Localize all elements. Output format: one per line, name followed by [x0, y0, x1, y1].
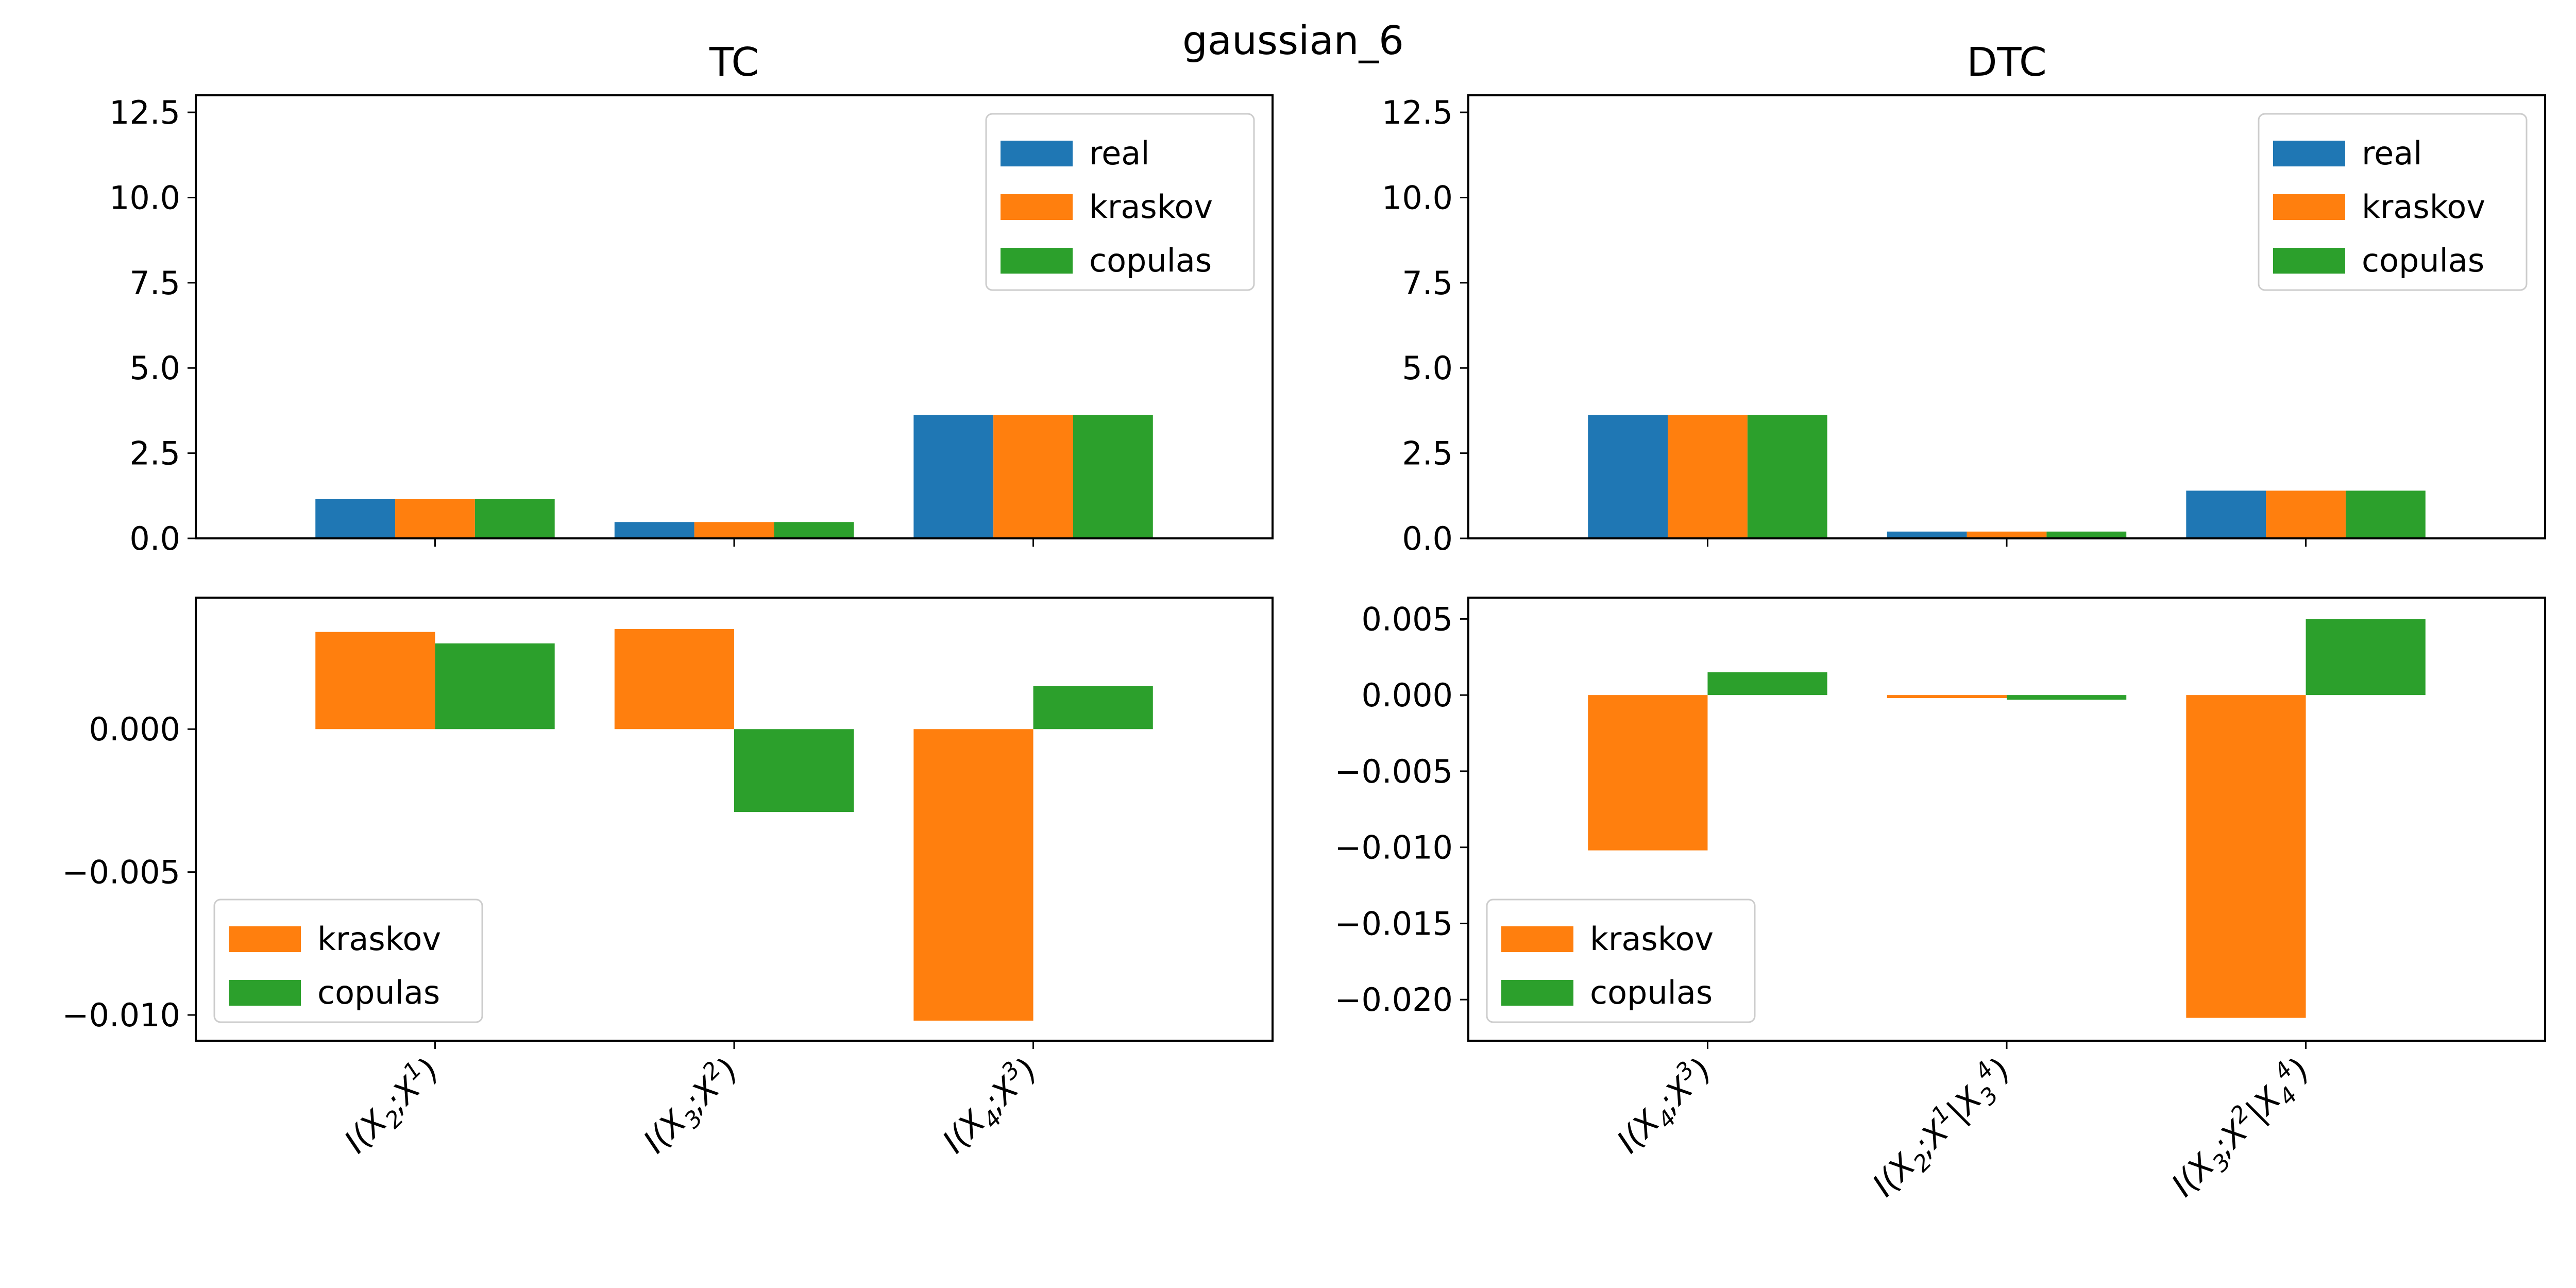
y-tick-label: 7.5	[1402, 264, 1453, 302]
y-tick-label: 2.5	[129, 435, 180, 472]
bar-real-1	[1588, 415, 1668, 538]
legend-label-kraskov: kraskov	[1590, 920, 1714, 958]
y-tick-label: 12.5	[1382, 94, 1453, 131]
legend: kraskov copulas	[1486, 899, 1756, 1023]
bar-copulas-2	[734, 729, 854, 812]
legend-label-real: real	[2362, 134, 2422, 172]
bar-kraskov-2	[694, 522, 774, 538]
dtc-top-chart: 0.0 2.5 5.0 7.5 10.0 12.5 DTC real kraskov copula…	[1382, 40, 2546, 557]
legend-swatch-copulas	[1501, 980, 1573, 1006]
legend-swatch-real	[2273, 141, 2345, 166]
bar-real-3	[913, 415, 994, 538]
legend-swatch-copulas	[2273, 248, 2345, 274]
figure-title: gaussian_6	[1182, 18, 1404, 64]
bar-kraskov-2	[614, 629, 734, 730]
bar-copulas-1	[1747, 415, 1827, 538]
bar-copulas-1	[1707, 672, 1827, 696]
bar-kraskov-1	[315, 632, 435, 730]
bar-kraskov-3	[2266, 490, 2346, 538]
legend-label-kraskov: kraskov	[317, 920, 441, 958]
y-tick-label: 0.0	[129, 520, 180, 557]
x-tick-label: I(X3;X2)	[633, 1047, 750, 1164]
legend-label-copulas: copulas	[317, 974, 440, 1011]
legend-label-kraskov: kraskov	[1089, 188, 1213, 226]
bar-copulas-2	[2046, 531, 2127, 538]
legend-swatch-copulas	[1001, 248, 1073, 274]
bar-real-2	[614, 522, 694, 538]
bar-copulas-2	[774, 522, 854, 538]
legend-label-real: real	[1089, 134, 1150, 172]
legend-swatch-copulas	[229, 980, 301, 1006]
legend: real kraskov copulas	[985, 113, 1255, 291]
x-tick-label: I(X2;X1)	[334, 1047, 451, 1164]
y-tick-label: −0.005	[1335, 753, 1453, 790]
legend-label-copulas: copulas	[2362, 242, 2484, 279]
subplot-title: TC	[709, 40, 759, 86]
legend-swatch-kraskov	[1001, 194, 1073, 220]
y-tick-label: 0.000	[89, 710, 181, 748]
legend-label-copulas: copulas	[1089, 242, 1212, 279]
bar-copulas-3	[1033, 686, 1153, 730]
tc-top-chart: 0.0 2.5 5.0 7.5 10.0 12.5 TC real kraskov copulas	[109, 40, 1274, 557]
y-tick-label: 7.5	[129, 264, 180, 302]
y-tick-label: 0.005	[1362, 600, 1453, 638]
subplot-title: DTC	[1967, 40, 2047, 86]
bar-kraskov-1	[1668, 415, 1748, 538]
bar-real-1	[315, 499, 396, 538]
y-tick-label: 0.0	[1402, 520, 1453, 557]
legend-swatch-kraskov	[229, 926, 301, 952]
y-tick-label: 5.0	[1402, 349, 1453, 387]
legend-swatch-kraskov	[1501, 926, 1573, 952]
dtc-bottom-chart: −0.020 −0.015 −0.010 −0.005 0.000 0.005 I(X4;X…	[1335, 597, 2546, 1208]
x-tick-label: I(X4;X3)	[932, 1047, 1049, 1164]
y-tick-label: 5.0	[129, 349, 180, 387]
bar-copulas-3	[2306, 619, 2426, 696]
bar-kraskov-3	[2186, 695, 2306, 1018]
y-tick-label: −0.010	[62, 996, 180, 1034]
bar-kraskov-2	[1887, 695, 2007, 699]
plots-group: 0.0 2.5 5.0 7.5 10.0 12.5 TC real kraskov copulas…	[62, 40, 2546, 1208]
bar-copulas-2	[2007, 695, 2127, 700]
bar-kraskov-3	[993, 415, 1073, 538]
y-tick-label: −0.020	[1335, 981, 1453, 1019]
y-tick-label: 2.5	[1402, 435, 1453, 472]
x-tick-label: I(X4;X3)	[1606, 1047, 1723, 1164]
legend-label-kraskov: kraskov	[2362, 188, 2485, 226]
bar-real-2	[1887, 531, 1967, 538]
y-tick-label: 10.0	[109, 179, 180, 216]
legend-swatch-kraskov	[2273, 194, 2345, 220]
legend-label-copulas: copulas	[1590, 974, 1713, 1011]
bar-kraskov-2	[1967, 531, 2047, 538]
bar-kraskov-1	[395, 499, 475, 538]
legend: real kraskov copulas	[2258, 113, 2528, 291]
bar-kraskov-1	[1588, 695, 1708, 851]
y-tick-label: 12.5	[109, 94, 180, 131]
y-tick-label: −0.015	[1335, 905, 1453, 942]
bar-kraskov-3	[913, 729, 1033, 1021]
legend-swatch-real	[1001, 141, 1073, 166]
x-tick-label: I(X3;X2|X44)	[2161, 1047, 2322, 1208]
y-tick-label: 10.0	[1382, 179, 1453, 216]
y-tick-label: 0.000	[1362, 676, 1453, 714]
tc-bottom-chart: −0.010 −0.005 0.000 I(X2;X1) I(X3;X2) I(X4;X3…	[62, 597, 1274, 1164]
x-tick-label: I(X2;X1|X34)	[1862, 1047, 2023, 1208]
legend: kraskov copulas	[213, 899, 483, 1023]
bar-copulas-1	[435, 643, 555, 730]
bar-real-3	[2186, 490, 2266, 538]
bar-copulas-1	[474, 499, 555, 538]
y-tick-label: −0.005	[62, 854, 180, 891]
y-tick-label: −0.010	[1335, 829, 1453, 867]
bar-copulas-3	[2345, 490, 2426, 538]
bar-copulas-3	[1073, 415, 1153, 538]
